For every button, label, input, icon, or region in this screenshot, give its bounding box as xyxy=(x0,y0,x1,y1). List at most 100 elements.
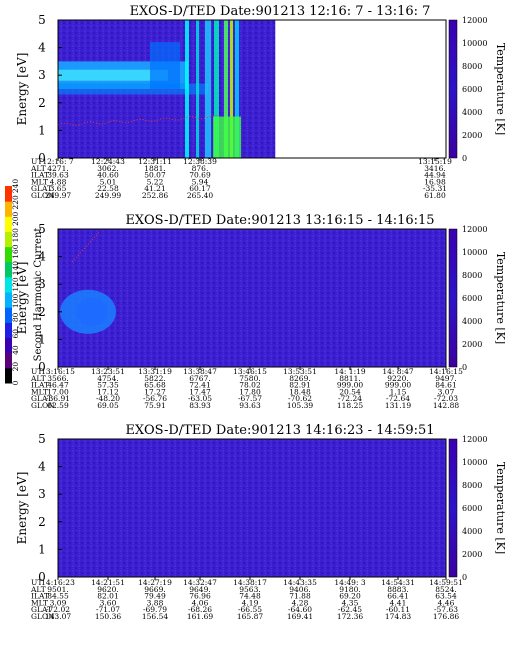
y-tick-label: 2 xyxy=(38,96,46,110)
ephemeris-cell: 3566. xyxy=(47,374,68,383)
side-legend-tick: 40 xyxy=(11,345,20,355)
ephemeris-cell: 1881. xyxy=(144,164,165,173)
chart-title: EXOS-D/TED Date:901213 13:16:15 - 14:16:… xyxy=(125,213,434,228)
ephemeris-cell: 46.47 xyxy=(47,381,69,390)
y-axis-label: Energy [eV] xyxy=(15,262,29,335)
temperature-trace xyxy=(57,114,219,126)
ephemeris-cell: -64.60 xyxy=(288,605,312,614)
ephemeris-cell: 5822. xyxy=(144,374,165,383)
side-legend-swatch xyxy=(5,276,12,293)
ephemeris-cell: 14:43:35 xyxy=(283,578,317,587)
ephemeris-cell: 249.97 xyxy=(45,191,71,200)
colorbar-label: Temperature [K] xyxy=(494,43,505,135)
y-tick-label: 4 xyxy=(38,41,46,55)
side-legend-swatch xyxy=(5,186,12,202)
ephemeris-cell: 40.60 xyxy=(97,171,119,180)
ephemeris-cell: 4.06 xyxy=(192,598,209,607)
ephemeris-cell: 13:53:51 xyxy=(283,367,317,376)
colorbar-tick-label: 2000 xyxy=(462,131,482,140)
ephemeris-cell: -70.62 xyxy=(288,394,312,403)
chart-panel: EXOS-D/TED Date:901213 13:16:15 - 14:16:… xyxy=(15,213,505,410)
side-legend-tick: 180 xyxy=(11,228,20,243)
ephemeris-cell: -72.03 xyxy=(434,394,458,403)
ephemeris-cell: 20.54 xyxy=(339,387,361,396)
ephemeris-cell: 84.55 xyxy=(47,592,69,601)
ephemeris-cell: 5.94 xyxy=(192,177,209,186)
ephemeris-row-label: ALT xyxy=(30,585,46,594)
ephemeris-cell: 249.99 xyxy=(95,191,121,200)
y-tick-label: 0 xyxy=(38,151,46,165)
colorbar-tick-label: 12000 xyxy=(462,435,487,444)
y-tick-label: 2 xyxy=(38,515,46,529)
chart-panel: EXOS-D/TED Date:901213 14:16:23 - 14:59:… xyxy=(15,423,505,621)
ephemeris-cell: -35.31 xyxy=(423,184,447,193)
ephemeris-cell: 44.94 xyxy=(424,171,446,180)
ephemeris-row-label: GLAT xyxy=(31,605,52,614)
ephemeris-cell: 41.21 xyxy=(144,184,165,193)
ephemeris-cell: 13:23:51 xyxy=(91,367,125,376)
y-tick-label: 5 xyxy=(38,432,46,446)
side-legend-tick: 100 xyxy=(11,294,20,309)
side-legend-tick: 160 xyxy=(11,244,20,259)
heatmap-area xyxy=(58,229,446,367)
ephemeris-cell: 13:38:47 xyxy=(183,367,217,376)
colorbar-tick-label: 2000 xyxy=(462,550,482,559)
ephemeris-cell: 14:38:17 xyxy=(233,578,267,587)
ephemeris-cell: 9497. xyxy=(435,374,456,383)
side-legend-tick: 120 xyxy=(11,277,20,292)
ephemeris-cell: 4.41 xyxy=(390,598,407,607)
ephemeris-cell: 63.54 xyxy=(435,592,457,601)
colorbar xyxy=(448,19,458,159)
side-legend-swatch xyxy=(5,337,12,354)
ephemeris-cell: 9406. xyxy=(289,585,310,594)
heatmap-stripe xyxy=(213,116,241,158)
side-legend-swatch xyxy=(5,307,12,323)
chart-title: EXOS-D/TED Date:901213 12:16: 7 - 13:16:… xyxy=(130,4,431,19)
ephemeris-cell: 4.35 xyxy=(342,598,359,607)
ephemeris-cell: 65.68 xyxy=(144,381,166,390)
ephemeris-cell: -62.45 xyxy=(338,605,362,614)
ephemeris-cell: 78.02 xyxy=(239,381,261,390)
ephemeris-cell: 76.96 xyxy=(189,592,211,601)
side-legend-swatch xyxy=(5,201,12,217)
ephemeris-cell: -63.05 xyxy=(188,394,212,403)
ephemeris-cell: 14:16:23 xyxy=(41,578,75,587)
ephemeris-cell: 79.49 xyxy=(144,592,166,601)
ephemeris-row-label: MLT xyxy=(31,177,48,186)
ephemeris-cell: 93.63 xyxy=(239,401,261,410)
plot-frame xyxy=(57,228,447,368)
ephemeris-cell: 172.36 xyxy=(337,612,363,621)
ephemeris-row-label: GLON xyxy=(31,401,55,410)
y-tick-label: 5 xyxy=(38,13,46,27)
ephemeris-cell: 8883. xyxy=(387,585,408,594)
ephemeris-cell: 13:15:19 xyxy=(418,157,452,166)
ephemeris-cell: 12:31:11 xyxy=(138,157,172,166)
heatmap-stripe xyxy=(235,20,239,158)
ephemeris-cell: 17.80 xyxy=(239,387,261,396)
ephemeris-cell: 8269. xyxy=(289,374,310,383)
ephemeris-row-label: UT xyxy=(31,157,42,166)
heatmap-stripe xyxy=(214,20,219,158)
ephemeris-cell: 71.88 xyxy=(289,592,311,601)
chart-panel: EXOS-D/TED Date:901213 12:16: 7 - 13:16:… xyxy=(15,4,505,200)
ephemeris-cell: -56.76 xyxy=(143,394,167,403)
ephemeris-cell: 82.91 xyxy=(289,381,310,390)
ephemeris-cell: 14:16:15 xyxy=(429,367,463,376)
ephemeris-cell: 9669. xyxy=(144,585,165,594)
ephemeris-row-label: MLT xyxy=(31,387,48,396)
side-legend-tick: 20 xyxy=(11,362,20,372)
ephemeris-row-label: ILAT xyxy=(31,381,49,390)
ephemeris-cell: 69.20 xyxy=(339,592,361,601)
ephemeris-cell: 252.86 xyxy=(142,191,168,200)
ephemeris-cell: 7580. xyxy=(239,374,260,383)
side-legend-tick: 140 xyxy=(11,261,20,276)
ephemeris-cell: -72.64 xyxy=(386,394,410,403)
colorbar-tick-label: 6000 xyxy=(462,85,482,94)
side-legend-swatch xyxy=(5,261,12,278)
side-legend-tick: 220 xyxy=(11,195,20,210)
ephemeris-cell: 62.59 xyxy=(47,401,69,410)
ephemeris-cell: 4271. xyxy=(47,164,68,173)
heatmap-stripe xyxy=(224,20,228,158)
ephemeris-cell: 16.98 xyxy=(424,177,446,186)
colorbar-tick-label: 4000 xyxy=(462,108,482,117)
